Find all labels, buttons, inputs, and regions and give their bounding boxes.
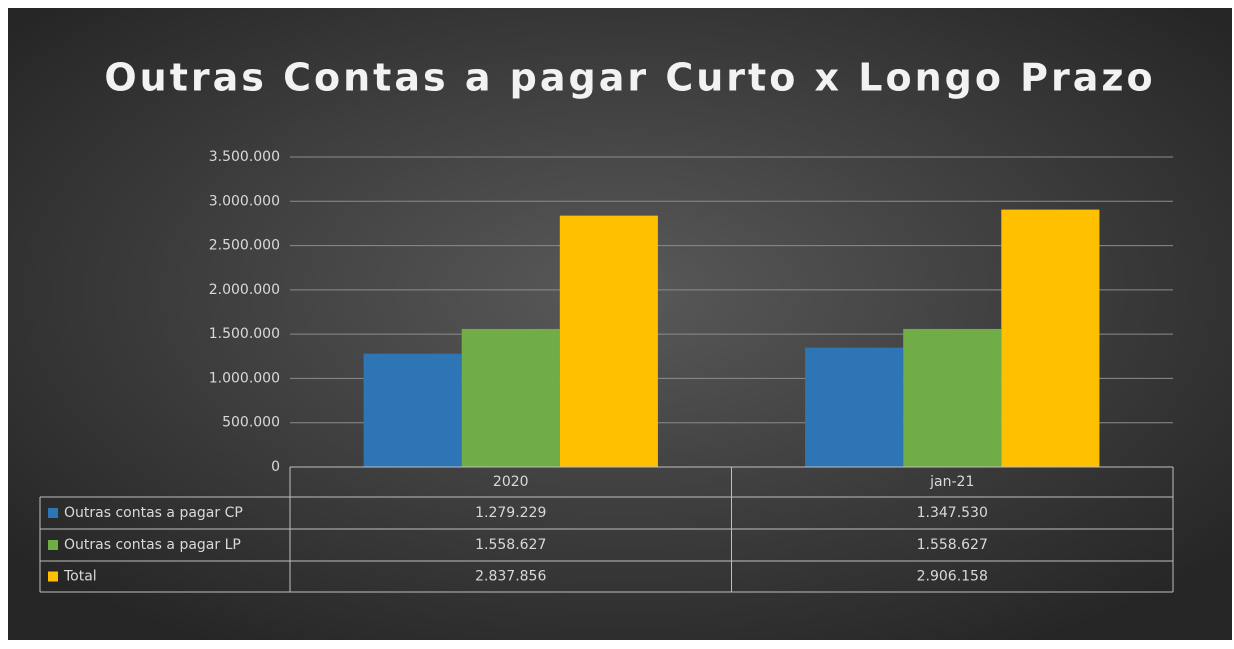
y-tick-label: 2.500.000	[209, 238, 280, 254]
y-tick-label: 500.000	[222, 415, 280, 431]
data-label: 2.837.856	[475, 569, 546, 585]
bar	[363, 353, 462, 467]
legend-label: Outras contas a pagar CP	[64, 505, 243, 521]
legend-label: Total	[63, 569, 97, 585]
y-tick-label: 0	[271, 459, 280, 475]
x-tick-label: 2020	[493, 474, 529, 490]
data-label: 1.347.530	[917, 505, 988, 521]
data-label: 1.279.229	[475, 505, 546, 521]
data-label: 1.558.627	[917, 537, 988, 553]
x-tick-label: jan-21	[929, 474, 974, 490]
y-tick-label: 3.500.000	[209, 149, 280, 165]
legend-swatch	[48, 540, 58, 550]
y-tick-label: 3.000.000	[209, 193, 280, 209]
legend-swatch	[48, 571, 58, 582]
bar	[559, 215, 658, 467]
y-tick-label: 2.000.000	[209, 282, 280, 298]
chart-title: Outras Contas a pagar Curto x Longo Praz…	[104, 56, 1155, 100]
bar	[1001, 209, 1100, 468]
data-label: 1.558.627	[475, 537, 546, 553]
data-label: 2.906.158	[917, 569, 988, 585]
legend-swatch	[48, 508, 58, 518]
bar	[805, 347, 904, 467]
legend-label: Outras contas a pagar LP	[64, 537, 241, 553]
y-tick-label: 1.500.000	[209, 326, 280, 342]
bar	[903, 328, 1002, 467]
bar	[461, 328, 560, 467]
y-tick-label: 1.000.000	[209, 370, 280, 386]
